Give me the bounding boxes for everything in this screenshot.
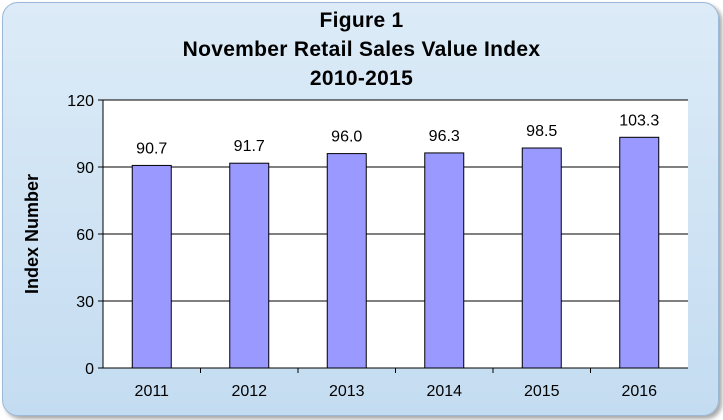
y-axis-label: Index Number <box>22 174 42 294</box>
data-label: 96.0 <box>331 129 362 146</box>
chart-titles: Figure 1 November Retail Sales Value Ind… <box>0 6 723 93</box>
chart-subtitle: November Retail Sales Value Index <box>182 38 541 61</box>
bar <box>326 153 367 369</box>
x-tick-label: 2015 <box>524 383 560 400</box>
x-tick-label: 2013 <box>329 383 365 400</box>
chart-title: Figure 1 <box>319 9 404 32</box>
bar <box>131 164 172 369</box>
y-tick-label: 60 <box>76 227 94 244</box>
data-label: 98.5 <box>526 123 557 140</box>
data-label: 96.3 <box>429 128 460 145</box>
x-tick-label: 2016 <box>621 383 657 400</box>
y-tick-label: 120 <box>67 93 94 110</box>
bar <box>229 162 270 369</box>
y-tick-label: 90 <box>76 160 94 177</box>
data-label: 103.3 <box>619 112 659 129</box>
bar <box>424 152 465 369</box>
y-tick-label: 30 <box>76 294 94 311</box>
x-tick-label: 2014 <box>426 383 462 400</box>
bar <box>619 136 660 369</box>
x-tick-label: 2011 <box>135 383 170 400</box>
x-tick-label: 2012 <box>231 383 267 400</box>
chart-period: 2010-2015 <box>309 67 414 90</box>
data-label: 90.7 <box>136 140 167 157</box>
data-label: 91.7 <box>234 138 265 155</box>
y-tick-label: 0 <box>85 361 94 378</box>
bar <box>521 147 562 369</box>
